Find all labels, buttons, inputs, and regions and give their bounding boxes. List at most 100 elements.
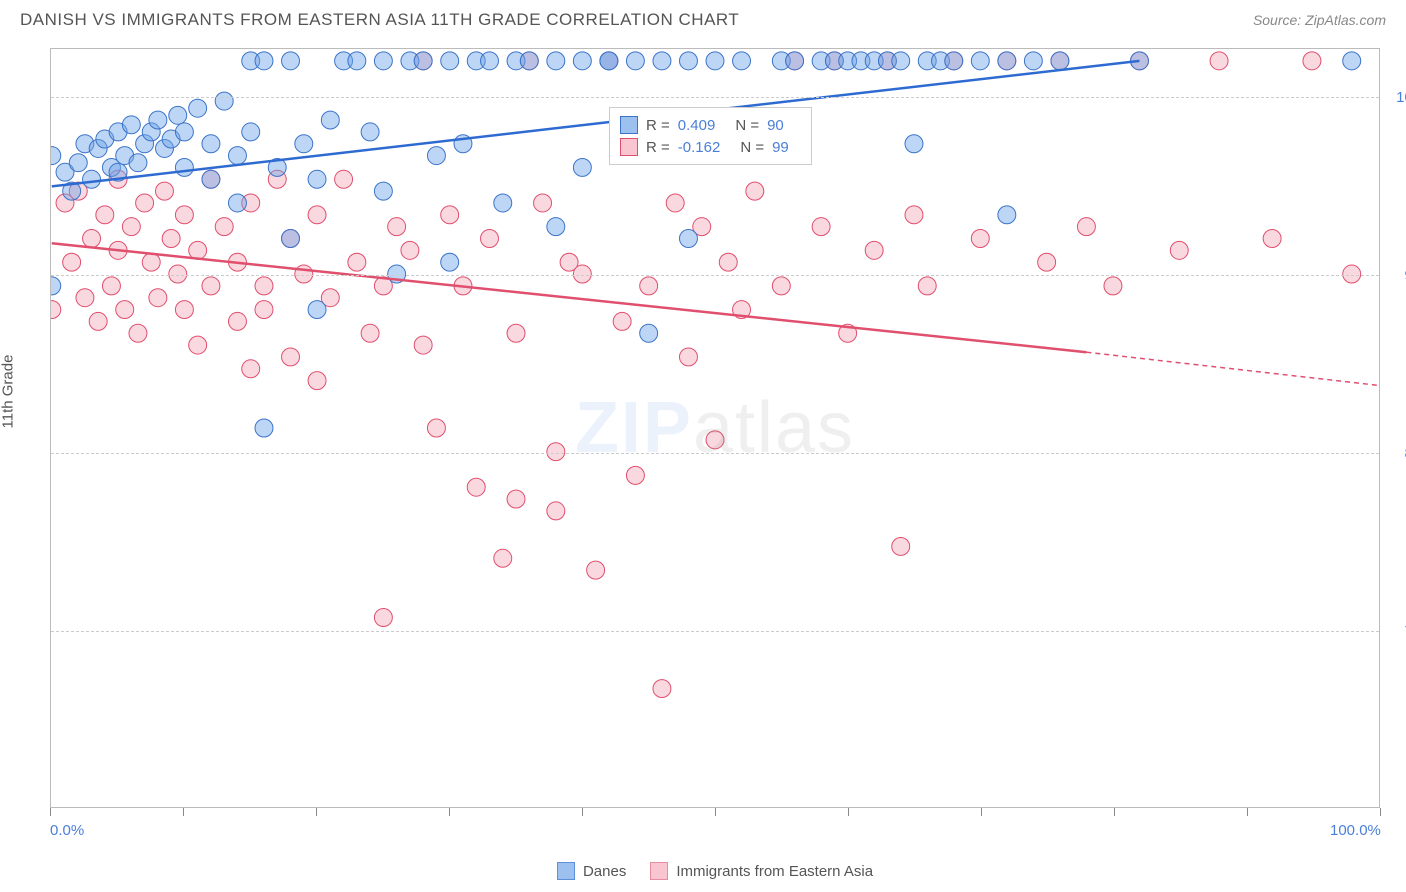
data-point — [242, 360, 260, 378]
data-point — [998, 206, 1016, 224]
data-point — [812, 218, 830, 236]
data-point — [228, 312, 246, 330]
data-point — [626, 52, 644, 70]
data-point — [122, 218, 140, 236]
data-point — [547, 218, 565, 236]
data-point — [414, 52, 432, 70]
data-point — [679, 230, 697, 248]
data-point — [679, 52, 697, 70]
data-point — [772, 277, 790, 295]
data-point — [547, 443, 565, 461]
data-point — [175, 158, 193, 176]
legend-swatch — [557, 862, 575, 880]
data-point — [746, 182, 764, 200]
x-tick-label: 100.0% — [1330, 822, 1381, 839]
data-point — [149, 111, 167, 129]
data-point — [335, 170, 353, 188]
data-point — [215, 92, 233, 110]
gridline — [51, 453, 1379, 454]
data-point — [971, 230, 989, 248]
legend-stats-row: R = 0.409 N = 90 — [620, 114, 801, 136]
data-point — [706, 431, 724, 449]
data-point — [427, 419, 445, 437]
data-point — [96, 206, 114, 224]
legend-stats: R = 0.409 N = 90 R = -0.162 N = 99 — [609, 107, 812, 165]
data-point — [83, 170, 101, 188]
data-point — [905, 135, 923, 153]
data-point — [653, 680, 671, 698]
data-point — [189, 336, 207, 354]
trend-line-extrapolated — [1086, 352, 1378, 385]
x-tick — [1247, 808, 1248, 816]
data-point — [573, 52, 591, 70]
data-point — [374, 609, 392, 627]
data-point — [63, 253, 81, 271]
data-point — [255, 419, 273, 437]
x-tick — [316, 808, 317, 816]
legend-swatch — [620, 116, 638, 134]
data-point — [308, 206, 326, 224]
data-point — [156, 182, 174, 200]
data-point — [441, 206, 459, 224]
data-point — [892, 537, 910, 555]
data-point — [481, 230, 499, 248]
trend-line — [52, 61, 1140, 187]
data-point — [69, 154, 87, 172]
data-point — [666, 194, 684, 212]
data-point — [573, 158, 591, 176]
data-point — [308, 372, 326, 390]
data-point — [255, 301, 273, 319]
stat-n-value: 90 — [767, 117, 784, 134]
data-point — [640, 324, 658, 342]
data-point — [116, 301, 134, 319]
data-point — [175, 206, 193, 224]
gridline — [51, 275, 1379, 276]
data-point — [51, 147, 61, 165]
data-point — [1343, 52, 1361, 70]
data-point — [83, 230, 101, 248]
data-point — [414, 336, 432, 354]
data-point — [679, 348, 697, 366]
data-point — [129, 154, 147, 172]
data-point — [494, 194, 512, 212]
gridline — [51, 97, 1379, 98]
data-point — [865, 241, 883, 259]
data-point — [441, 253, 459, 271]
data-point — [1024, 52, 1042, 70]
x-tick — [449, 808, 450, 816]
data-point — [441, 52, 459, 70]
data-point — [282, 52, 300, 70]
data-point — [905, 206, 923, 224]
data-point — [175, 123, 193, 141]
data-point — [282, 230, 300, 248]
data-point — [51, 277, 61, 295]
data-point — [507, 490, 525, 508]
data-point — [308, 170, 326, 188]
data-point — [427, 147, 445, 165]
x-axis-ticks: 0.0%100.0% — [50, 808, 1380, 818]
data-point — [228, 147, 246, 165]
legend-bottom: Danes Immigrants from Eastern Asia — [50, 862, 1380, 880]
data-point — [733, 52, 751, 70]
x-tick — [848, 808, 849, 816]
legend-label: Immigrants from Eastern Asia — [676, 863, 873, 880]
legend-label: Danes — [583, 863, 626, 880]
x-tick — [1380, 808, 1381, 816]
data-point — [348, 52, 366, 70]
data-point — [76, 289, 94, 307]
data-point — [1077, 218, 1095, 236]
stat-n-label: N = — [740, 139, 764, 156]
x-tick — [981, 808, 982, 816]
data-point — [175, 301, 193, 319]
data-point — [51, 301, 61, 319]
data-point — [653, 52, 671, 70]
gridline — [51, 631, 1379, 632]
x-tick — [715, 808, 716, 816]
data-point — [1038, 253, 1056, 271]
data-point — [162, 230, 180, 248]
legend-item: Immigrants from Eastern Asia — [650, 862, 873, 880]
data-point — [215, 218, 233, 236]
data-point — [1170, 241, 1188, 259]
data-point — [202, 170, 220, 188]
data-point — [136, 194, 154, 212]
